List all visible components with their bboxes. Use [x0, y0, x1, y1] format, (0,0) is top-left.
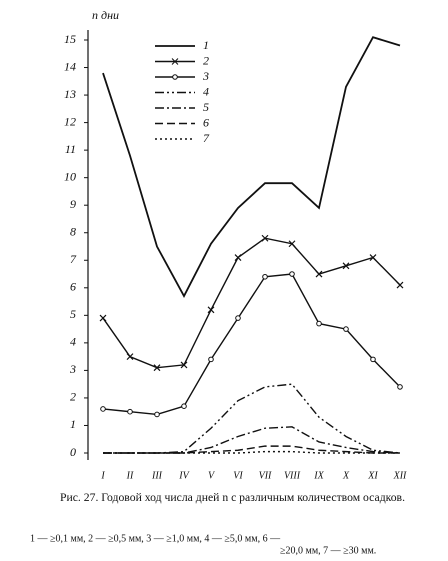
series-line — [102, 273, 401, 416]
x-tick-label: VII — [259, 470, 272, 481]
point — [154, 411, 160, 418]
point — [235, 315, 241, 321]
y-tick-label: 7 — [70, 252, 77, 266]
legend-label: 2 — [203, 53, 209, 67]
legend-label: 7 — [203, 131, 210, 145]
x-tick-label: IX — [313, 470, 324, 481]
point — [315, 270, 323, 278]
point — [181, 403, 187, 409]
y-tick-label: 5 — [70, 307, 76, 321]
series-line — [102, 36, 401, 298]
y-tick-label: 15 — [64, 32, 76, 46]
y-tick-label: 4 — [70, 335, 76, 349]
point — [207, 306, 215, 314]
point — [342, 262, 350, 270]
y-tick-label: 11 — [65, 142, 76, 156]
note: 1 — ≥0,1 мм, 2 — ≥0,5 мм, 3 — ≥1,0 мм, 4… — [30, 533, 281, 544]
x-tick-label: VIII — [284, 470, 301, 481]
x-tick-label: XII — [393, 470, 407, 481]
x-tick-label: IV — [178, 470, 190, 481]
point — [262, 273, 268, 280]
point — [369, 254, 377, 261]
series-line — [103, 445, 400, 454]
y-tick-label: 1 — [70, 417, 76, 431]
x-tick-label: II — [126, 470, 134, 481]
legend-marker — [172, 74, 178, 80]
y-tick-label: 2 — [70, 390, 76, 404]
point — [261, 234, 269, 242]
y-tick-label: 6 — [70, 280, 76, 294]
y-tick-label: 9 — [70, 197, 76, 211]
point — [234, 254, 242, 261]
y-tick-label: 8 — [70, 224, 76, 238]
legend-label: 6 — [203, 115, 209, 129]
x-tick-label: I — [100, 470, 105, 481]
note: ≥20,0 мм, 7 — ≥30 мм. — [280, 545, 376, 556]
y-tick-label: 13 — [64, 87, 76, 101]
point — [396, 281, 404, 289]
point — [180, 361, 188, 369]
y-axis-label: n дни — [92, 8, 119, 22]
legend-label: 1 — [203, 38, 209, 52]
legend-marker — [171, 58, 179, 65]
point — [289, 271, 295, 277]
series-line — [103, 383, 401, 454]
point — [127, 408, 133, 415]
x-tick-label: VI — [233, 470, 243, 481]
y-tick-label: 3 — [69, 362, 76, 376]
point — [370, 356, 376, 363]
series-line — [103, 426, 401, 454]
point — [99, 314, 107, 322]
point — [343, 326, 349, 332]
caption: Рис. 27. Годовой ход числа дней n с разл… — [60, 490, 405, 504]
point — [397, 384, 403, 390]
series-line — [102, 237, 401, 369]
x-tick-label: III — [151, 470, 163, 481]
y-tick-label: 0 — [70, 445, 76, 459]
y-tick-label: 12 — [64, 114, 76, 128]
point — [316, 320, 322, 327]
x-tick-label: X — [342, 470, 350, 481]
legend-label: 3 — [202, 69, 209, 83]
point — [208, 356, 214, 363]
x-tick-label: V — [208, 470, 216, 481]
point — [126, 353, 134, 361]
y-tick-label: 14 — [64, 59, 76, 73]
point — [288, 240, 296, 248]
point — [153, 364, 161, 372]
legend-label: 4 — [203, 84, 209, 98]
x-tick-label: XI — [367, 470, 378, 481]
y-tick-label: 10 — [64, 169, 76, 183]
legend-label: 5 — [203, 100, 209, 114]
point — [100, 406, 106, 412]
